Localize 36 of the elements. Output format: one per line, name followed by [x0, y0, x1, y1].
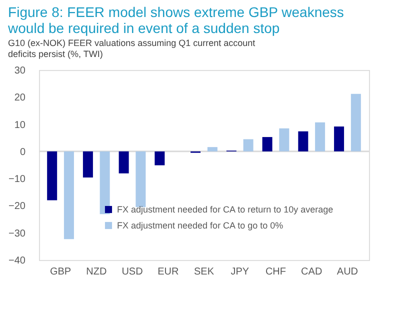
x-tick-label: JPY [230, 266, 250, 278]
bar [82, 151, 93, 178]
x-tick-label: EUR [158, 266, 179, 278]
bar [315, 122, 326, 152]
y-tick-label: −10 [8, 174, 26, 186]
y-tick-label: −30 [8, 228, 26, 240]
x-tick-label: AUD [336, 266, 358, 278]
bar [47, 151, 58, 200]
x-tick-label: NZD [86, 266, 107, 278]
bar [118, 151, 129, 174]
bar [207, 147, 218, 152]
bar [350, 94, 361, 152]
x-tick-label: SEK [194, 266, 214, 278]
y-tick-label: −40 [8, 256, 26, 266]
y-tick-label: 0 [20, 146, 26, 158]
chart-title: Figure 8: FEER model shows extreme GBP weakness would be required in event of a sudden stop [7, 4, 344, 36]
y-tick-label: −20 [8, 201, 26, 212]
legend-label: FX adjustment needed for CA to return to 10y average [117, 204, 334, 214]
bar [243, 139, 254, 152]
legend-label: FX adjustment needed for CA to go to 0% [117, 220, 284, 230]
bar [136, 151, 146, 208]
y-tick-label: 20 [14, 92, 26, 104]
bar [154, 151, 165, 166]
y-tick-label: 30 [14, 66, 26, 76]
bar [298, 131, 308, 152]
x-tick-label: USD [122, 266, 143, 278]
bar [100, 151, 110, 214]
x-tick-label: GBP [50, 266, 72, 278]
y-tick-label: 10 [14, 120, 26, 131]
bar [279, 128, 290, 152]
chart-subtitle: G10 (ex-NOK) FEER valuations assuming Q1 current account deficits persist (%, TWI) [8, 38, 256, 59]
bar [64, 151, 74, 240]
x-tick-label: CHF [265, 266, 286, 278]
x-tick-label: CAD [301, 266, 322, 278]
bar [334, 126, 344, 152]
bar [262, 137, 272, 152]
